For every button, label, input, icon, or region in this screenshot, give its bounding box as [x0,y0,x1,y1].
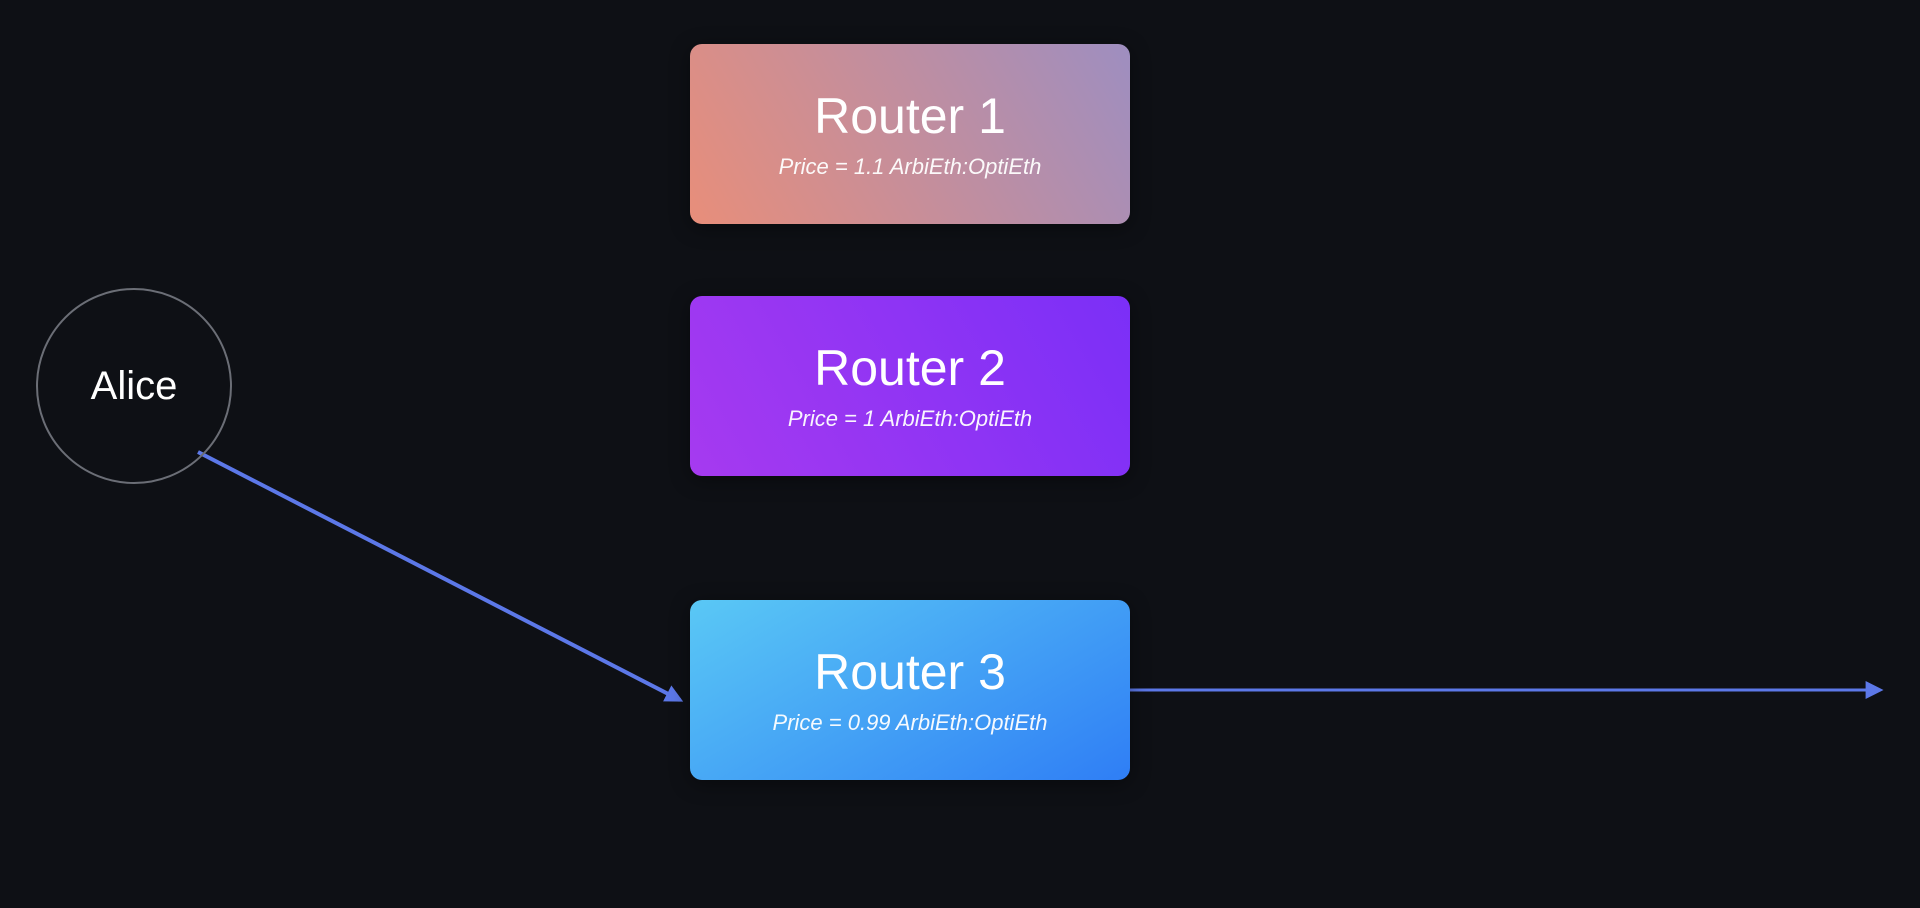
router-title: Router 2 [814,341,1006,396]
router-1: Router 1 Price = 1.1 ArbiEth:OptiEth [690,44,1130,224]
diagram-stage: Alice Router 1 Price = 1.1 ArbiEth:OptiE… [0,0,1920,908]
router-2: Router 2 Price = 1 ArbiEth:OptiEth [690,296,1130,476]
router-3: Router 3 Price = 0.99 ArbiEth:OptiEth [690,600,1130,780]
router-price: Price = 1 ArbiEth:OptiEth [788,406,1032,432]
router-price: Price = 0.99 ArbiEth:OptiEth [773,710,1048,736]
router-title: Router 1 [814,89,1006,144]
actor-alice: Alice [36,288,232,484]
router-title: Router 3 [814,645,1006,700]
actor-label: Alice [91,364,178,409]
router-price: Price = 1.1 ArbiEth:OptiEth [779,154,1042,180]
edge-alice-to-router3 [198,452,680,700]
